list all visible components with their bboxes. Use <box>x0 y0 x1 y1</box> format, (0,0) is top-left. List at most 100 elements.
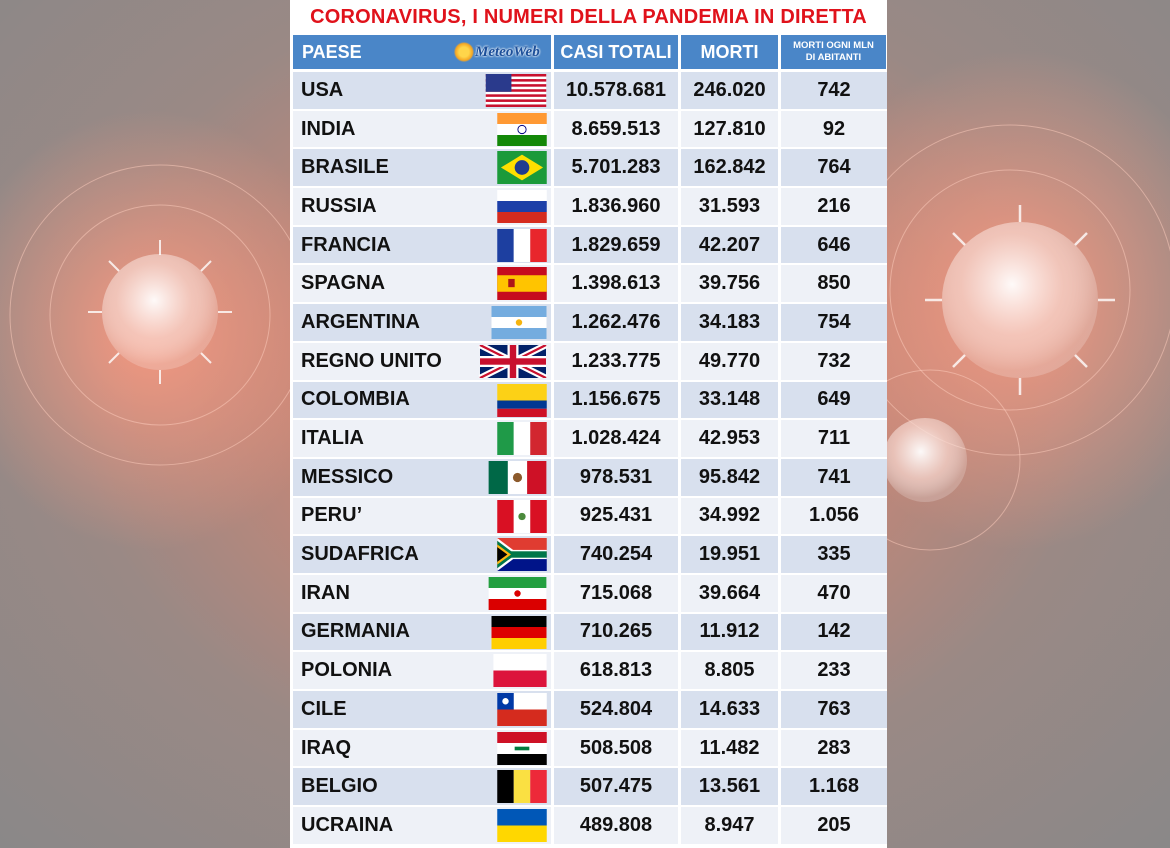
iran-flag-icon <box>486 576 549 610</box>
country-cell: GERMANIA <box>293 613 551 651</box>
table-row: USA 10.578.681 246.020 742 <box>293 72 887 109</box>
table-row: MESSICO 978.531 95.842 741 <box>293 458 887 496</box>
country-name: IRAQ <box>301 736 351 759</box>
table-row: SPAGNA 1.398.613 39.756 850 <box>293 265 887 303</box>
column-header-deaths-per-million: MORTI OGNI MLN DI ABITANTI <box>781 35 886 69</box>
country-name: SPAGNA <box>301 272 386 295</box>
table-row: SUDAFRICA 740.254 19.951 335 <box>293 536 887 573</box>
country-name: BELGIO <box>301 775 378 798</box>
country-cell: ARGENTINA <box>293 304 551 341</box>
country-cell: BELGIO <box>293 768 551 806</box>
table-row: IRAN 715.068 39.664 470 <box>293 574 887 612</box>
country-cell: ITALIA <box>293 420 551 457</box>
column-header-cases: CASI TOTALI <box>554 35 678 69</box>
country-name: RUSSIA <box>301 194 377 217</box>
deaths-per-million-cell: 732 <box>781 342 887 380</box>
deaths-cell: 127.810 <box>681 110 778 148</box>
country-name: PERU’ <box>301 504 363 527</box>
deaths-per-million-cell: 754 <box>781 304 887 341</box>
country-cell: REGNO UNITO <box>293 342 551 380</box>
table-row: COLOMBIA 1.156.675 33.148 649 <box>293 381 887 419</box>
peru-flag-icon <box>495 499 549 533</box>
deaths-per-million-cell: 649 <box>781 381 887 419</box>
country-cell: CILE <box>293 691 551 728</box>
table-row: FRANCIA 1.829.659 42.207 646 <box>293 226 887 264</box>
logo-text: MeteoWeb <box>475 43 540 60</box>
country-cell: INDIA <box>293 110 551 148</box>
colombia-flag-icon <box>495 383 549 417</box>
deaths-cell: 11.482 <box>681 729 778 767</box>
deaths-cell: 162.842 <box>681 149 778 187</box>
deaths-cell: 33.148 <box>681 381 778 419</box>
country-name: IRAN <box>301 581 350 604</box>
deaths-per-million-cell: 142 <box>781 613 887 651</box>
deaths-cell: 39.756 <box>681 265 778 303</box>
country-cell: SUDAFRICA <box>293 536 551 573</box>
deaths-per-million-cell: 741 <box>781 458 887 496</box>
table-row: BRASILE 5.701.283 162.842 764 <box>293 149 887 187</box>
table-row: PERU’ 925.431 34.992 1.056 <box>293 497 887 535</box>
data-table: USA 10.578.681 246.020 742 INDIA 8.659.513 127… <box>293 72 887 846</box>
country-cell: POLONIA <box>293 652 551 689</box>
deaths-cell: 8.947 <box>681 807 778 844</box>
country-name: MESSICO <box>301 465 394 488</box>
uk-flag-icon <box>477 344 549 378</box>
country-name: SUDAFRICA <box>301 543 419 566</box>
column-header-deaths: MORTI <box>681 35 778 69</box>
country-cell: IRAQ <box>293 729 551 767</box>
deaths-per-million-cell: 764 <box>781 149 887 187</box>
country-name: ARGENTINA <box>301 310 420 333</box>
total-cases-cell: 925.431 <box>554 497 678 535</box>
table-row: CILE 524.804 14.633 763 <box>293 691 887 728</box>
total-cases-cell: 489.808 <box>554 807 678 844</box>
header-permln-line1: MORTI OGNI MLN <box>793 40 874 51</box>
virus-left-icon <box>88 240 232 384</box>
mexico-flag-icon <box>486 460 549 494</box>
germany-flag-icon <box>489 615 549 649</box>
deaths-cell: 42.207 <box>681 226 778 264</box>
meteoweb-logo: MeteoWeb <box>454 38 549 66</box>
virus-right-icon <box>925 205 1115 395</box>
south-africa-flag-icon <box>495 538 549 572</box>
country-name: INDIA <box>301 117 356 140</box>
deaths-per-million-cell: 470 <box>781 574 887 612</box>
deaths-per-million-cell: 216 <box>781 188 887 225</box>
belgium-flag-icon <box>495 770 549 804</box>
deaths-per-million-cell: 92 <box>781 110 887 148</box>
country-name: POLONIA <box>301 659 393 682</box>
country-name: FRANCIA <box>301 233 391 256</box>
russia-flag-icon <box>495 190 549 224</box>
deaths-cell: 34.183 <box>681 304 778 341</box>
country-cell: USA <box>293 72 551 109</box>
deaths-per-million-cell: 850 <box>781 265 887 303</box>
france-flag-icon <box>495 228 549 262</box>
total-cases-cell: 1.829.659 <box>554 226 678 264</box>
deaths-cell: 19.951 <box>681 536 778 573</box>
total-cases-cell: 1.262.476 <box>554 304 678 341</box>
total-cases-cell: 740.254 <box>554 536 678 573</box>
deaths-cell: 246.020 <box>681 72 778 109</box>
table-row: INDIA 8.659.513 127.810 92 <box>293 110 887 148</box>
total-cases-cell: 508.508 <box>554 729 678 767</box>
header-permln-line2: DI ABITANTI <box>805 52 862 63</box>
spain-flag-icon <box>495 267 549 301</box>
usa-flag-icon <box>483 74 549 107</box>
italy-flag-icon <box>495 422 549 456</box>
country-name: ITALIA <box>301 427 364 450</box>
total-cases-cell: 1.233.775 <box>554 342 678 380</box>
country-name: CILE <box>301 697 347 720</box>
deaths-per-million-cell: 335 <box>781 536 887 573</box>
sun-icon <box>454 42 474 62</box>
country-cell: MESSICO <box>293 458 551 496</box>
column-header-country: PAESE <box>293 35 551 69</box>
poland-flag-icon <box>491 654 549 688</box>
country-name: COLOMBIA <box>301 388 410 411</box>
country-name: UCRAINA <box>301 813 394 836</box>
brazil-flag-icon <box>495 151 549 185</box>
india-flag-icon <box>495 112 549 146</box>
total-cases-cell: 1.836.960 <box>554 188 678 225</box>
argentina-flag-icon <box>489 306 549 340</box>
country-name: REGNO UNITO <box>301 349 442 372</box>
deaths-per-million-cell: 711 <box>781 420 887 457</box>
deaths-per-million-cell: 742 <box>781 72 887 109</box>
